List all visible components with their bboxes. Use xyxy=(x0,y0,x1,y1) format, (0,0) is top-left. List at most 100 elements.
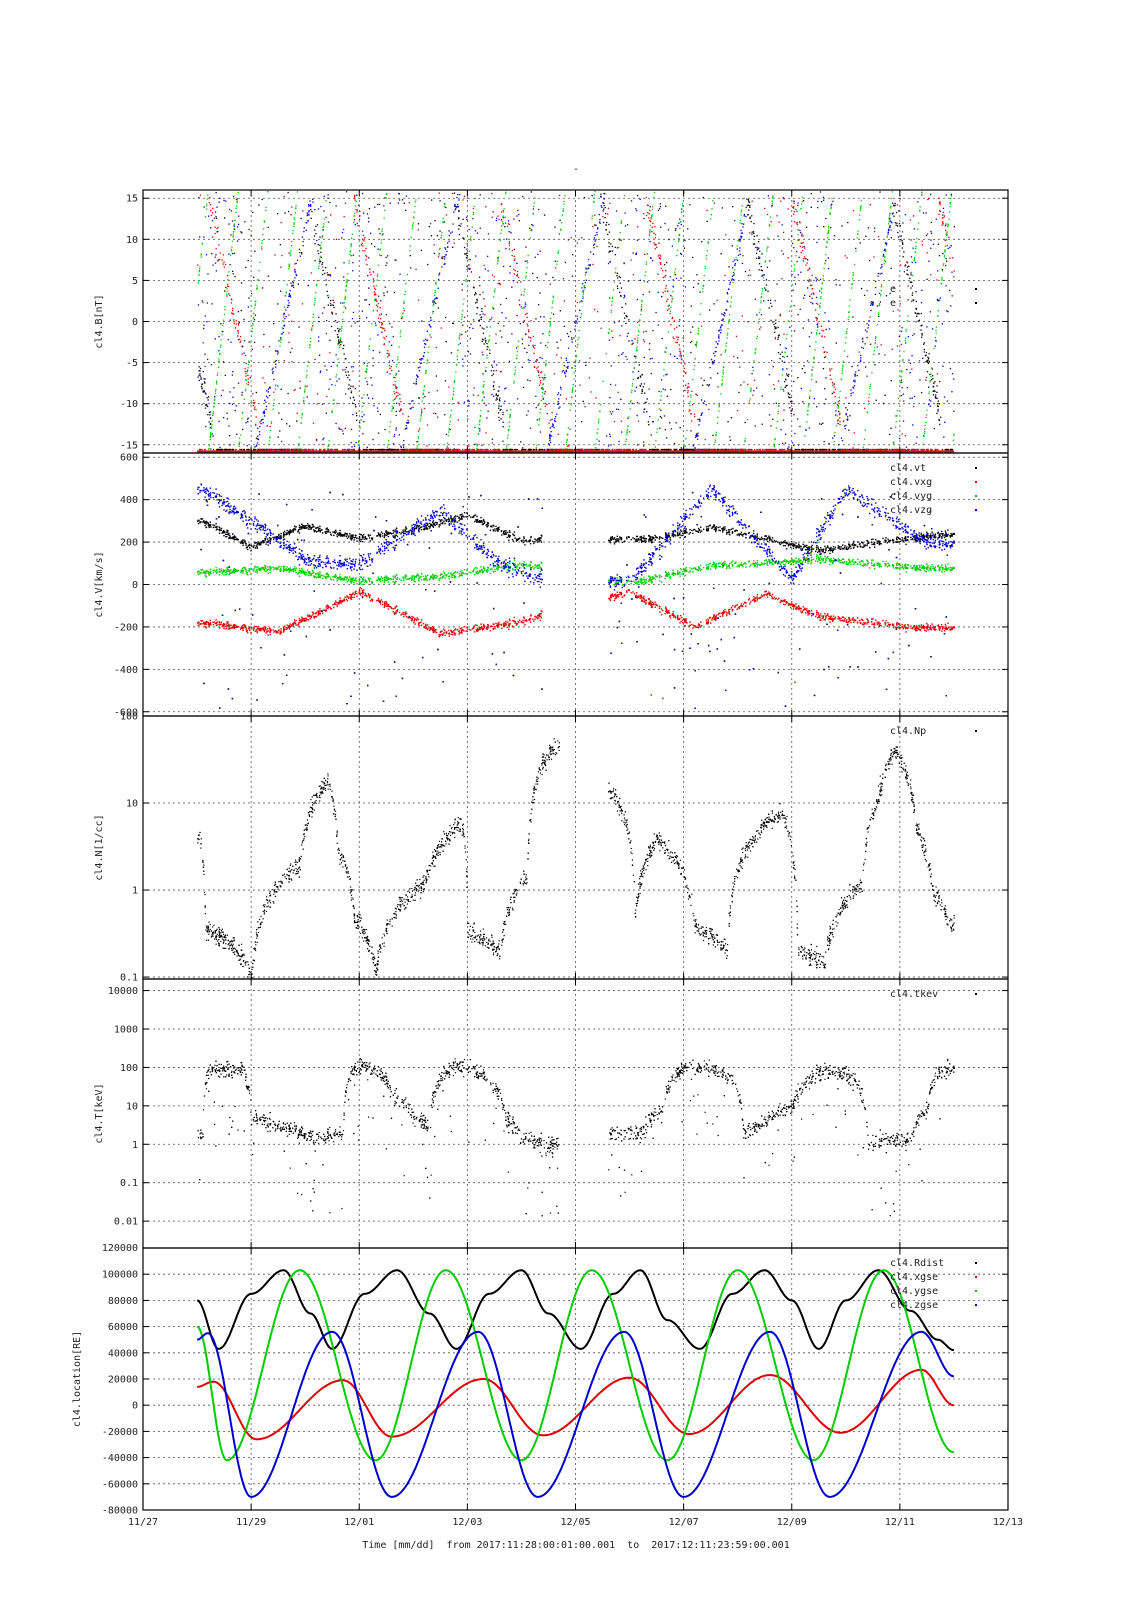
b-point xyxy=(907,448,909,451)
b-point xyxy=(629,401,632,403)
b-point xyxy=(611,448,614,451)
b-point xyxy=(582,448,584,451)
b-point xyxy=(679,355,681,357)
b-point xyxy=(575,320,578,322)
b-point xyxy=(602,380,604,382)
b-point xyxy=(611,330,613,332)
b-point xyxy=(942,270,944,272)
b-point xyxy=(619,291,621,293)
b-point xyxy=(231,299,233,301)
b-point xyxy=(308,205,310,207)
b-point xyxy=(834,396,836,398)
b-point xyxy=(345,371,347,373)
b-point xyxy=(549,323,551,326)
b-point xyxy=(886,448,888,451)
b-point xyxy=(913,448,915,451)
b-point xyxy=(697,330,699,332)
b-point xyxy=(321,266,324,268)
b-point xyxy=(525,448,527,451)
b-point xyxy=(205,254,208,256)
b-point xyxy=(801,200,803,203)
b-point xyxy=(460,223,462,225)
b-point xyxy=(516,215,518,217)
b-point xyxy=(490,370,493,372)
b-point xyxy=(395,410,397,412)
b-point xyxy=(293,222,295,224)
b-point xyxy=(562,369,564,372)
b-point xyxy=(559,406,561,408)
b-point xyxy=(306,374,308,376)
b-point xyxy=(353,221,355,223)
b-point xyxy=(831,197,833,199)
b-point xyxy=(659,262,661,264)
b-point xyxy=(917,228,919,231)
b-point xyxy=(341,231,344,234)
b-point xyxy=(715,346,717,349)
b-point xyxy=(682,203,684,205)
b-point xyxy=(852,380,855,382)
b-point xyxy=(596,234,598,236)
b-point xyxy=(651,448,653,451)
b-point xyxy=(567,365,569,368)
b-point xyxy=(791,235,793,237)
b-point xyxy=(535,448,537,451)
b-point xyxy=(230,302,233,304)
b-point xyxy=(470,238,472,240)
b-point xyxy=(921,240,923,242)
b-point xyxy=(505,248,507,250)
b-point xyxy=(542,388,544,390)
b-point xyxy=(354,212,356,214)
b-point xyxy=(604,206,606,209)
b-point xyxy=(379,326,382,328)
b-point xyxy=(530,230,532,232)
b-point xyxy=(884,394,886,396)
b-point xyxy=(576,242,578,244)
b-point xyxy=(754,353,756,355)
b-point xyxy=(261,242,263,244)
b-point xyxy=(624,212,626,214)
b-point xyxy=(517,448,519,451)
b-point xyxy=(862,337,864,339)
b-point xyxy=(233,228,235,230)
b-point xyxy=(582,400,584,402)
b-point xyxy=(482,392,484,395)
b-point xyxy=(784,351,786,353)
b-point xyxy=(493,388,495,390)
b-point xyxy=(339,339,342,341)
b-point xyxy=(782,448,784,451)
b-point xyxy=(854,374,856,376)
b-point xyxy=(773,331,776,333)
b-point xyxy=(757,322,759,324)
b-point xyxy=(231,448,233,451)
b-point xyxy=(495,342,497,344)
b-point xyxy=(395,374,397,376)
b-point xyxy=(287,306,289,309)
b-point xyxy=(556,354,558,356)
b-point xyxy=(409,408,411,410)
b-point xyxy=(294,388,296,391)
b-point xyxy=(437,256,440,258)
b-point xyxy=(524,305,526,308)
b-point xyxy=(496,397,498,399)
b-point xyxy=(815,381,817,383)
b-point xyxy=(840,378,842,380)
b-point xyxy=(946,234,948,236)
b-point xyxy=(366,365,368,367)
b-point xyxy=(199,236,201,238)
b-point xyxy=(199,194,202,196)
b-point xyxy=(523,294,525,296)
b-point xyxy=(343,353,345,355)
b-point xyxy=(481,310,483,313)
b-point xyxy=(718,404,721,407)
b-point xyxy=(448,431,450,433)
b-point xyxy=(201,448,203,451)
b-point xyxy=(782,197,784,199)
b-point xyxy=(539,408,542,410)
b-point xyxy=(307,284,309,287)
b-point xyxy=(583,285,585,287)
b-point xyxy=(229,319,231,321)
b-point xyxy=(318,258,321,260)
b-point xyxy=(232,231,235,233)
b-point xyxy=(947,225,949,227)
b-point xyxy=(600,193,602,195)
